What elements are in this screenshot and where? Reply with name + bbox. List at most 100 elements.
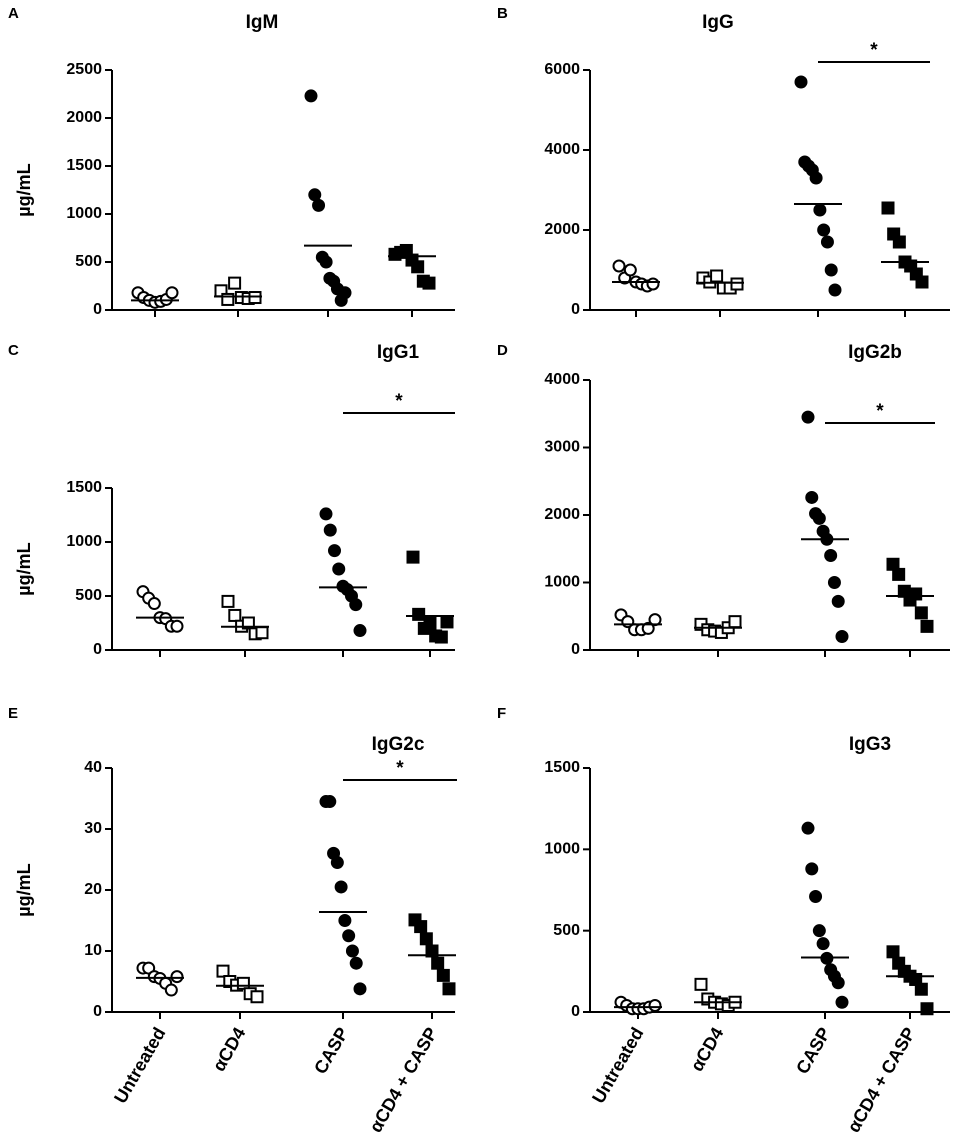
significance-label: * bbox=[870, 40, 878, 61]
panel-letter: A bbox=[8, 5, 19, 22]
x-tick-label: αCD4 bbox=[209, 1024, 250, 1075]
data-point bbox=[412, 607, 426, 621]
data-point bbox=[349, 598, 363, 612]
data-point bbox=[914, 606, 928, 620]
panel-letter: F bbox=[497, 705, 506, 722]
data-point bbox=[827, 576, 841, 589]
data-point bbox=[165, 286, 179, 300]
data-point bbox=[425, 944, 439, 958]
data-point bbox=[338, 914, 352, 927]
data-point bbox=[170, 619, 184, 633]
y-axis-label: µg/mL bbox=[14, 542, 34, 595]
data-point bbox=[646, 277, 660, 291]
x-tick-label: αCD4 bbox=[687, 1024, 728, 1075]
data-point bbox=[809, 890, 823, 904]
data-point bbox=[319, 507, 333, 521]
data-point bbox=[809, 171, 823, 185]
data-point bbox=[308, 188, 322, 202]
data-point bbox=[828, 283, 842, 297]
y-tick-label: 2000 bbox=[66, 109, 102, 126]
data-point bbox=[915, 275, 929, 289]
data-point bbox=[805, 862, 819, 876]
data-point bbox=[330, 856, 344, 870]
y-tick-label: 3000 bbox=[544, 439, 580, 456]
data-point bbox=[216, 964, 230, 978]
y-tick-label: 30 bbox=[84, 820, 102, 837]
data-point bbox=[728, 615, 742, 629]
significance-label: * bbox=[876, 401, 884, 422]
x-tick-label: Untreated bbox=[110, 1024, 169, 1107]
y-tick-label: 2000 bbox=[544, 506, 580, 523]
data-point bbox=[920, 1002, 934, 1016]
data-point bbox=[349, 956, 363, 970]
data-point bbox=[892, 567, 906, 581]
panel-letter: C bbox=[8, 342, 19, 359]
data-point bbox=[338, 286, 352, 300]
x-tick-label: αCD4 + CASP bbox=[843, 1024, 919, 1136]
y-tick-label: 1000 bbox=[66, 205, 102, 222]
data-point bbox=[332, 562, 346, 576]
data-point bbox=[710, 269, 724, 283]
panel-title: IgM bbox=[246, 12, 279, 33]
y-axis-label: µg/mL bbox=[14, 163, 34, 216]
data-point bbox=[812, 924, 826, 938]
data-point bbox=[334, 880, 348, 894]
data-point bbox=[831, 976, 845, 990]
data-point bbox=[411, 260, 425, 274]
data-point bbox=[221, 594, 235, 608]
data-point bbox=[304, 89, 318, 103]
data-point bbox=[914, 982, 928, 996]
data-point bbox=[147, 597, 161, 611]
y-tick-label: 2500 bbox=[66, 61, 102, 78]
data-point bbox=[423, 616, 437, 630]
data-point bbox=[436, 968, 450, 982]
data-point bbox=[694, 977, 708, 991]
data-point bbox=[835, 630, 849, 643]
panel-title: IgG bbox=[702, 12, 734, 33]
y-tick-label: 0 bbox=[571, 1003, 580, 1020]
data-point bbox=[623, 263, 637, 277]
y-tick-label: 0 bbox=[571, 301, 580, 318]
data-point bbox=[824, 263, 838, 277]
data-point bbox=[886, 945, 900, 959]
y-tick-label: 500 bbox=[75, 253, 102, 270]
data-point bbox=[221, 292, 235, 306]
y-tick-label: 0 bbox=[93, 1003, 102, 1020]
panel-title: IgG1 bbox=[377, 342, 420, 363]
y-tick-label: 0 bbox=[93, 641, 102, 658]
data-point bbox=[228, 276, 242, 290]
data-point bbox=[612, 259, 626, 273]
data-point bbox=[414, 920, 428, 934]
data-point bbox=[816, 937, 830, 951]
panel-title: IgG2c bbox=[372, 734, 425, 755]
significance-label: * bbox=[396, 758, 404, 779]
significance-label: * bbox=[395, 391, 403, 412]
y-tick-label: 1500 bbox=[66, 157, 102, 174]
data-point bbox=[835, 995, 849, 1009]
x-tick-label: CASP bbox=[792, 1024, 834, 1077]
y-tick-label: 40 bbox=[84, 759, 102, 776]
y-tick-label: 20 bbox=[84, 881, 102, 898]
data-point bbox=[824, 549, 838, 562]
y-tick-label: 1500 bbox=[66, 479, 102, 496]
y-axis-label: µg/mL bbox=[14, 863, 34, 916]
data-point bbox=[255, 626, 269, 640]
data-point bbox=[817, 223, 831, 237]
data-point bbox=[442, 982, 456, 996]
panel-title: IgG3 bbox=[849, 734, 891, 755]
data-point bbox=[323, 523, 337, 537]
panel-letter: D bbox=[497, 342, 508, 359]
data-point bbox=[406, 550, 420, 564]
data-point bbox=[730, 277, 744, 291]
data-point bbox=[892, 235, 906, 249]
data-point bbox=[353, 982, 367, 996]
y-tick-label: 500 bbox=[553, 922, 580, 939]
data-point bbox=[250, 990, 264, 1004]
y-tick-label: 10 bbox=[84, 942, 102, 959]
data-point bbox=[881, 201, 895, 215]
y-tick-label: 4000 bbox=[544, 141, 580, 158]
x-tick-label: αCD4 + CASP bbox=[365, 1024, 441, 1136]
data-point bbox=[801, 821, 815, 835]
data-point bbox=[228, 608, 242, 622]
